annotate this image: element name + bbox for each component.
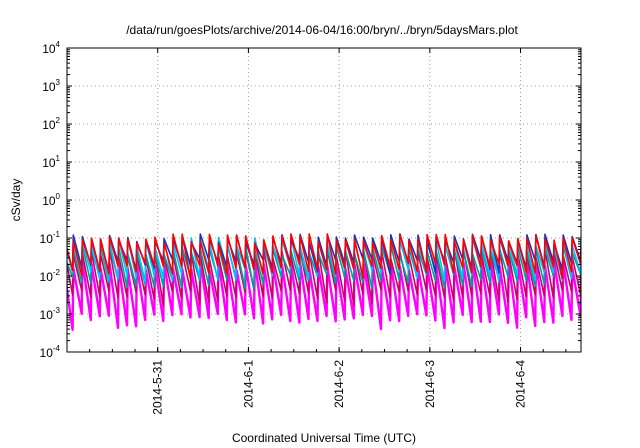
chart-title: /data/run/goesPlots/archive/2014-06-04/1… xyxy=(126,23,518,37)
x-axis-label: Coordinated Universal Time (UTC) xyxy=(232,431,416,445)
y-tick-label: 10-4 xyxy=(40,344,61,360)
y-tick-label: 100 xyxy=(42,192,60,208)
x-tick-label: 2014-6-4 xyxy=(514,360,528,408)
y-tick-label: 10-2 xyxy=(40,268,61,284)
y-axis-label: cSv/day xyxy=(9,179,23,222)
series-layer xyxy=(67,233,581,331)
y-tick-label: 104 xyxy=(42,40,60,56)
y-tick-label: 10-1 xyxy=(40,230,61,246)
y-tick-label: 103 xyxy=(42,78,60,94)
x-tick-label: 2014-6-2 xyxy=(332,360,346,408)
x-tick-label: 2014-5-31 xyxy=(151,360,165,415)
y-tick-label: 101 xyxy=(42,154,60,170)
axis-ticks: 10-4 10-3 10-2 10-1 100 101 102 103 104 2014-5-31… xyxy=(40,40,581,415)
x-tick-label: 2014-6-1 xyxy=(241,360,255,408)
x-tick-label: 2014-6-3 xyxy=(423,360,437,408)
series-line xyxy=(67,233,581,280)
y-tick-label: 10-3 xyxy=(40,306,61,322)
y-tick-label: 102 xyxy=(42,116,60,132)
